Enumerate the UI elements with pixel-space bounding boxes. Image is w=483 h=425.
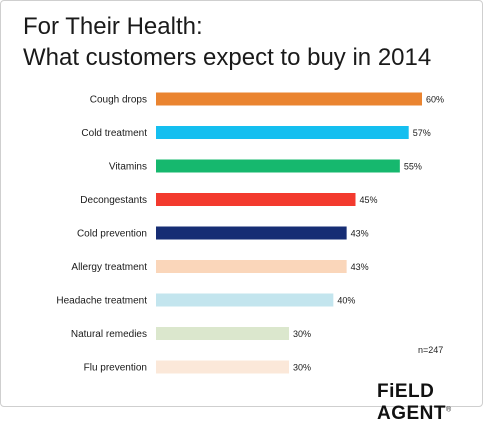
- bar: [156, 360, 289, 374]
- data-label: 30%: [293, 329, 311, 339]
- data-label: 55%: [404, 162, 422, 172]
- bar: [156, 260, 347, 273]
- data-label: 43%: [351, 262, 369, 272]
- bar: [156, 226, 347, 240]
- bar: [156, 293, 334, 307]
- data-label: 40%: [337, 296, 355, 306]
- data-label: 30%: [293, 363, 311, 373]
- category-label: Flu prevention: [84, 363, 147, 374]
- registered-mark: ®: [446, 406, 452, 414]
- field-agent-logo: FiELD AGENT®: [377, 381, 482, 425]
- data-label: 43%: [351, 229, 369, 239]
- category-label: Cough drops: [90, 95, 147, 106]
- logo-text: FiELD AGENT: [377, 381, 446, 424]
- data-label: 60%: [426, 95, 444, 105]
- category-label: Decongestants: [80, 195, 147, 206]
- chart-title: For Their Health: What customers expect …: [23, 11, 431, 73]
- category-label: Vitamins: [109, 162, 147, 173]
- category-label: Natural remedies: [71, 329, 147, 340]
- sample-size-label: n=247: [418, 345, 444, 355]
- bar-chart: Cough drops 60% Cold treatment 57% Vitamins 5…: [56, 92, 444, 374]
- category-label: Allergy treatment: [71, 262, 147, 273]
- bar: [156, 159, 400, 173]
- data-label: 45%: [360, 195, 378, 205]
- title-line-1: For Their Health:: [23, 13, 203, 40]
- bar: [156, 126, 409, 139]
- category-label: Cold prevention: [77, 229, 147, 240]
- data-label: 57%: [413, 128, 431, 138]
- title-line-2: What customers expect to buy in 2014: [23, 44, 432, 71]
- category-label: Cold treatment: [81, 128, 147, 139]
- bar: [156, 193, 356, 206]
- bar: [156, 327, 289, 340]
- category-label: Headache treatment: [56, 296, 147, 307]
- bar: [156, 92, 422, 106]
